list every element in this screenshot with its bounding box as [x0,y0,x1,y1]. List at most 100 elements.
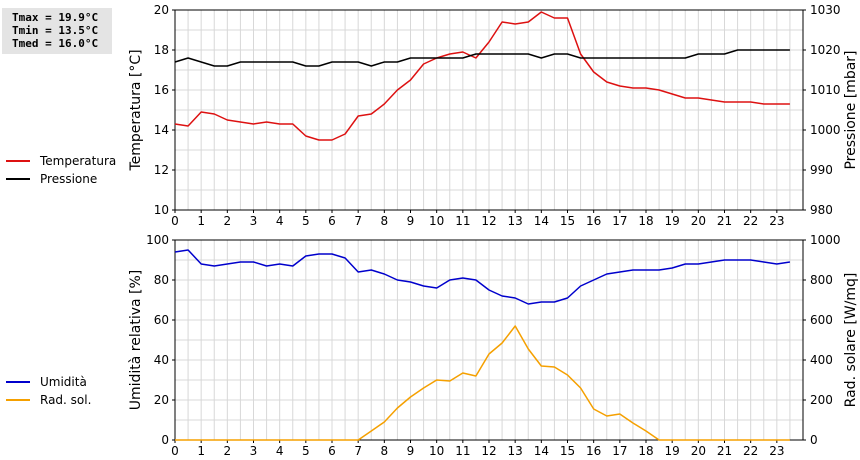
legend-label: Pressione [40,172,98,186]
x-tick-label: 14 [534,444,549,458]
y-tick-label: 14 [154,123,169,137]
x-tick-label: 3 [250,214,258,228]
x-tick-label: 8 [381,214,389,228]
x-tick-label: 2 [224,214,232,228]
y2-tick-label: 800 [810,273,833,287]
x-tick-label: 4 [276,214,284,228]
x-tick-label: 0 [171,444,179,458]
y-tick-label: 40 [154,353,169,367]
x-tick-label: 17 [612,444,627,458]
legend-swatch [6,399,30,401]
y2-tick-label: 1020 [810,43,841,57]
x-tick-label: 2 [224,444,232,458]
y2-tick-label: 200 [810,393,833,407]
legend-swatch [6,381,30,383]
y-tick-label: 20 [154,393,169,407]
x-tick-label: 9 [407,214,415,228]
x-tick-label: 8 [381,444,389,458]
y2-axis-title: Pressione [mbar] [843,50,859,169]
x-tick-label: 9 [407,444,415,458]
y2-tick-label: 1000 [810,123,841,137]
x-tick-label: 20 [691,444,706,458]
x-tick-label: 23 [769,444,784,458]
x-tick-label: 14 [534,214,549,228]
x-tick-label: 6 [328,444,336,458]
stat-tmed: Tmed = 16.0°C [12,37,99,50]
x-tick-label: 18 [638,444,653,458]
y-tick-label: 0 [161,433,169,447]
legend-item-temperatura: Temperatura [6,152,116,170]
x-tick-label: 1 [197,444,205,458]
x-tick-label: 18 [638,214,653,228]
y2-tick-label: 1030 [810,3,841,17]
x-tick-label: 11 [455,444,470,458]
x-tick-label: 17 [612,214,627,228]
y-tick-label: 16 [154,83,169,97]
y-axis-title: Umidità relativa [%] [128,270,144,411]
y2-tick-label: 990 [810,163,833,177]
x-tick-label: 21 [717,444,732,458]
chart-panel-top: 0 1 2 3 4 5 6 7 8 9 10 11 12 13 14 15 16 17 18 19 20 21 22 2310… [128,3,859,228]
stat-tmax: Tmax = 19.9°C [12,11,99,24]
stat-tmin: Tmin = 13.5°C [12,24,99,37]
legend-label: Temperatura [40,154,117,168]
x-tick-label: 22 [743,214,758,228]
x-tick-label: 1 [197,214,205,228]
legend-bottom: Umidità Rad. sol. [6,373,91,409]
x-tick-label: 15 [560,444,575,458]
y2-tick-label: 400 [810,353,833,367]
y-tick-label: 10 [154,203,169,217]
x-tick-label: 0 [171,214,179,228]
legend-label: Rad. sol. [40,393,92,407]
y2-tick-label: 1010 [810,83,841,97]
y-tick-label: 100 [146,233,169,247]
y-tick-label: 12 [154,163,169,177]
legend-top: Temperatura Pressione [6,152,116,188]
x-tick-label: 4 [276,444,284,458]
x-tick-label: 10 [429,444,444,458]
legend-label: Umidità [40,375,87,389]
stats-box: Tmax = 19.9°C Tmin = 13.5°C Tmed = 16.0°… [2,8,112,54]
chart-panel-bottom: 0 1 2 3 4 5 6 7 8 9 10 11 12 13 14 15 16 17 18 19 20 21 22 2302… [128,233,859,458]
x-tick-label: 7 [354,214,362,228]
series-line-umidit- [174,249,791,305]
y-tick-label: 60 [154,313,169,327]
legend-item-pressione: Pressione [6,170,116,188]
x-tick-label: 20 [691,214,706,228]
series-line-temperatura [174,11,790,141]
x-tick-label: 3 [250,444,258,458]
series-line-rad-sol- [175,325,790,441]
x-tick-label: 13 [508,214,523,228]
x-tick-label: 16 [586,214,601,228]
y-axis-title: Temperatura [°C] [128,49,144,171]
x-tick-label: 12 [481,444,496,458]
series-line-pressione [174,49,790,67]
x-tick-label: 5 [302,444,310,458]
x-tick-label: 23 [769,214,784,228]
y-tick-label: 20 [154,3,169,17]
x-tick-label: 5 [302,214,310,228]
x-tick-label: 16 [586,444,601,458]
legend-swatch [6,160,30,162]
x-tick-label: 7 [354,444,362,458]
y2-tick-label: 980 [810,203,833,217]
y-tick-label: 80 [154,273,169,287]
y2-axis-title: Rad. solare [W/mq] [843,273,859,408]
y2-tick-label: 0 [810,433,818,447]
x-tick-label: 19 [665,444,680,458]
x-tick-label: 12 [481,214,496,228]
x-tick-label: 13 [508,444,523,458]
legend-item-umidita: Umidità [6,373,91,391]
x-tick-label: 10 [429,214,444,228]
x-tick-label: 19 [665,214,680,228]
legend-swatch [6,178,30,180]
x-tick-label: 22 [743,444,758,458]
y-tick-label: 18 [154,43,169,57]
x-tick-label: 11 [455,214,470,228]
y2-tick-label: 1000 [810,233,841,247]
legend-item-rad-sol: Rad. sol. [6,391,91,409]
y2-tick-label: 600 [810,313,833,327]
x-tick-label: 15 [560,214,575,228]
x-tick-label: 21 [717,214,732,228]
